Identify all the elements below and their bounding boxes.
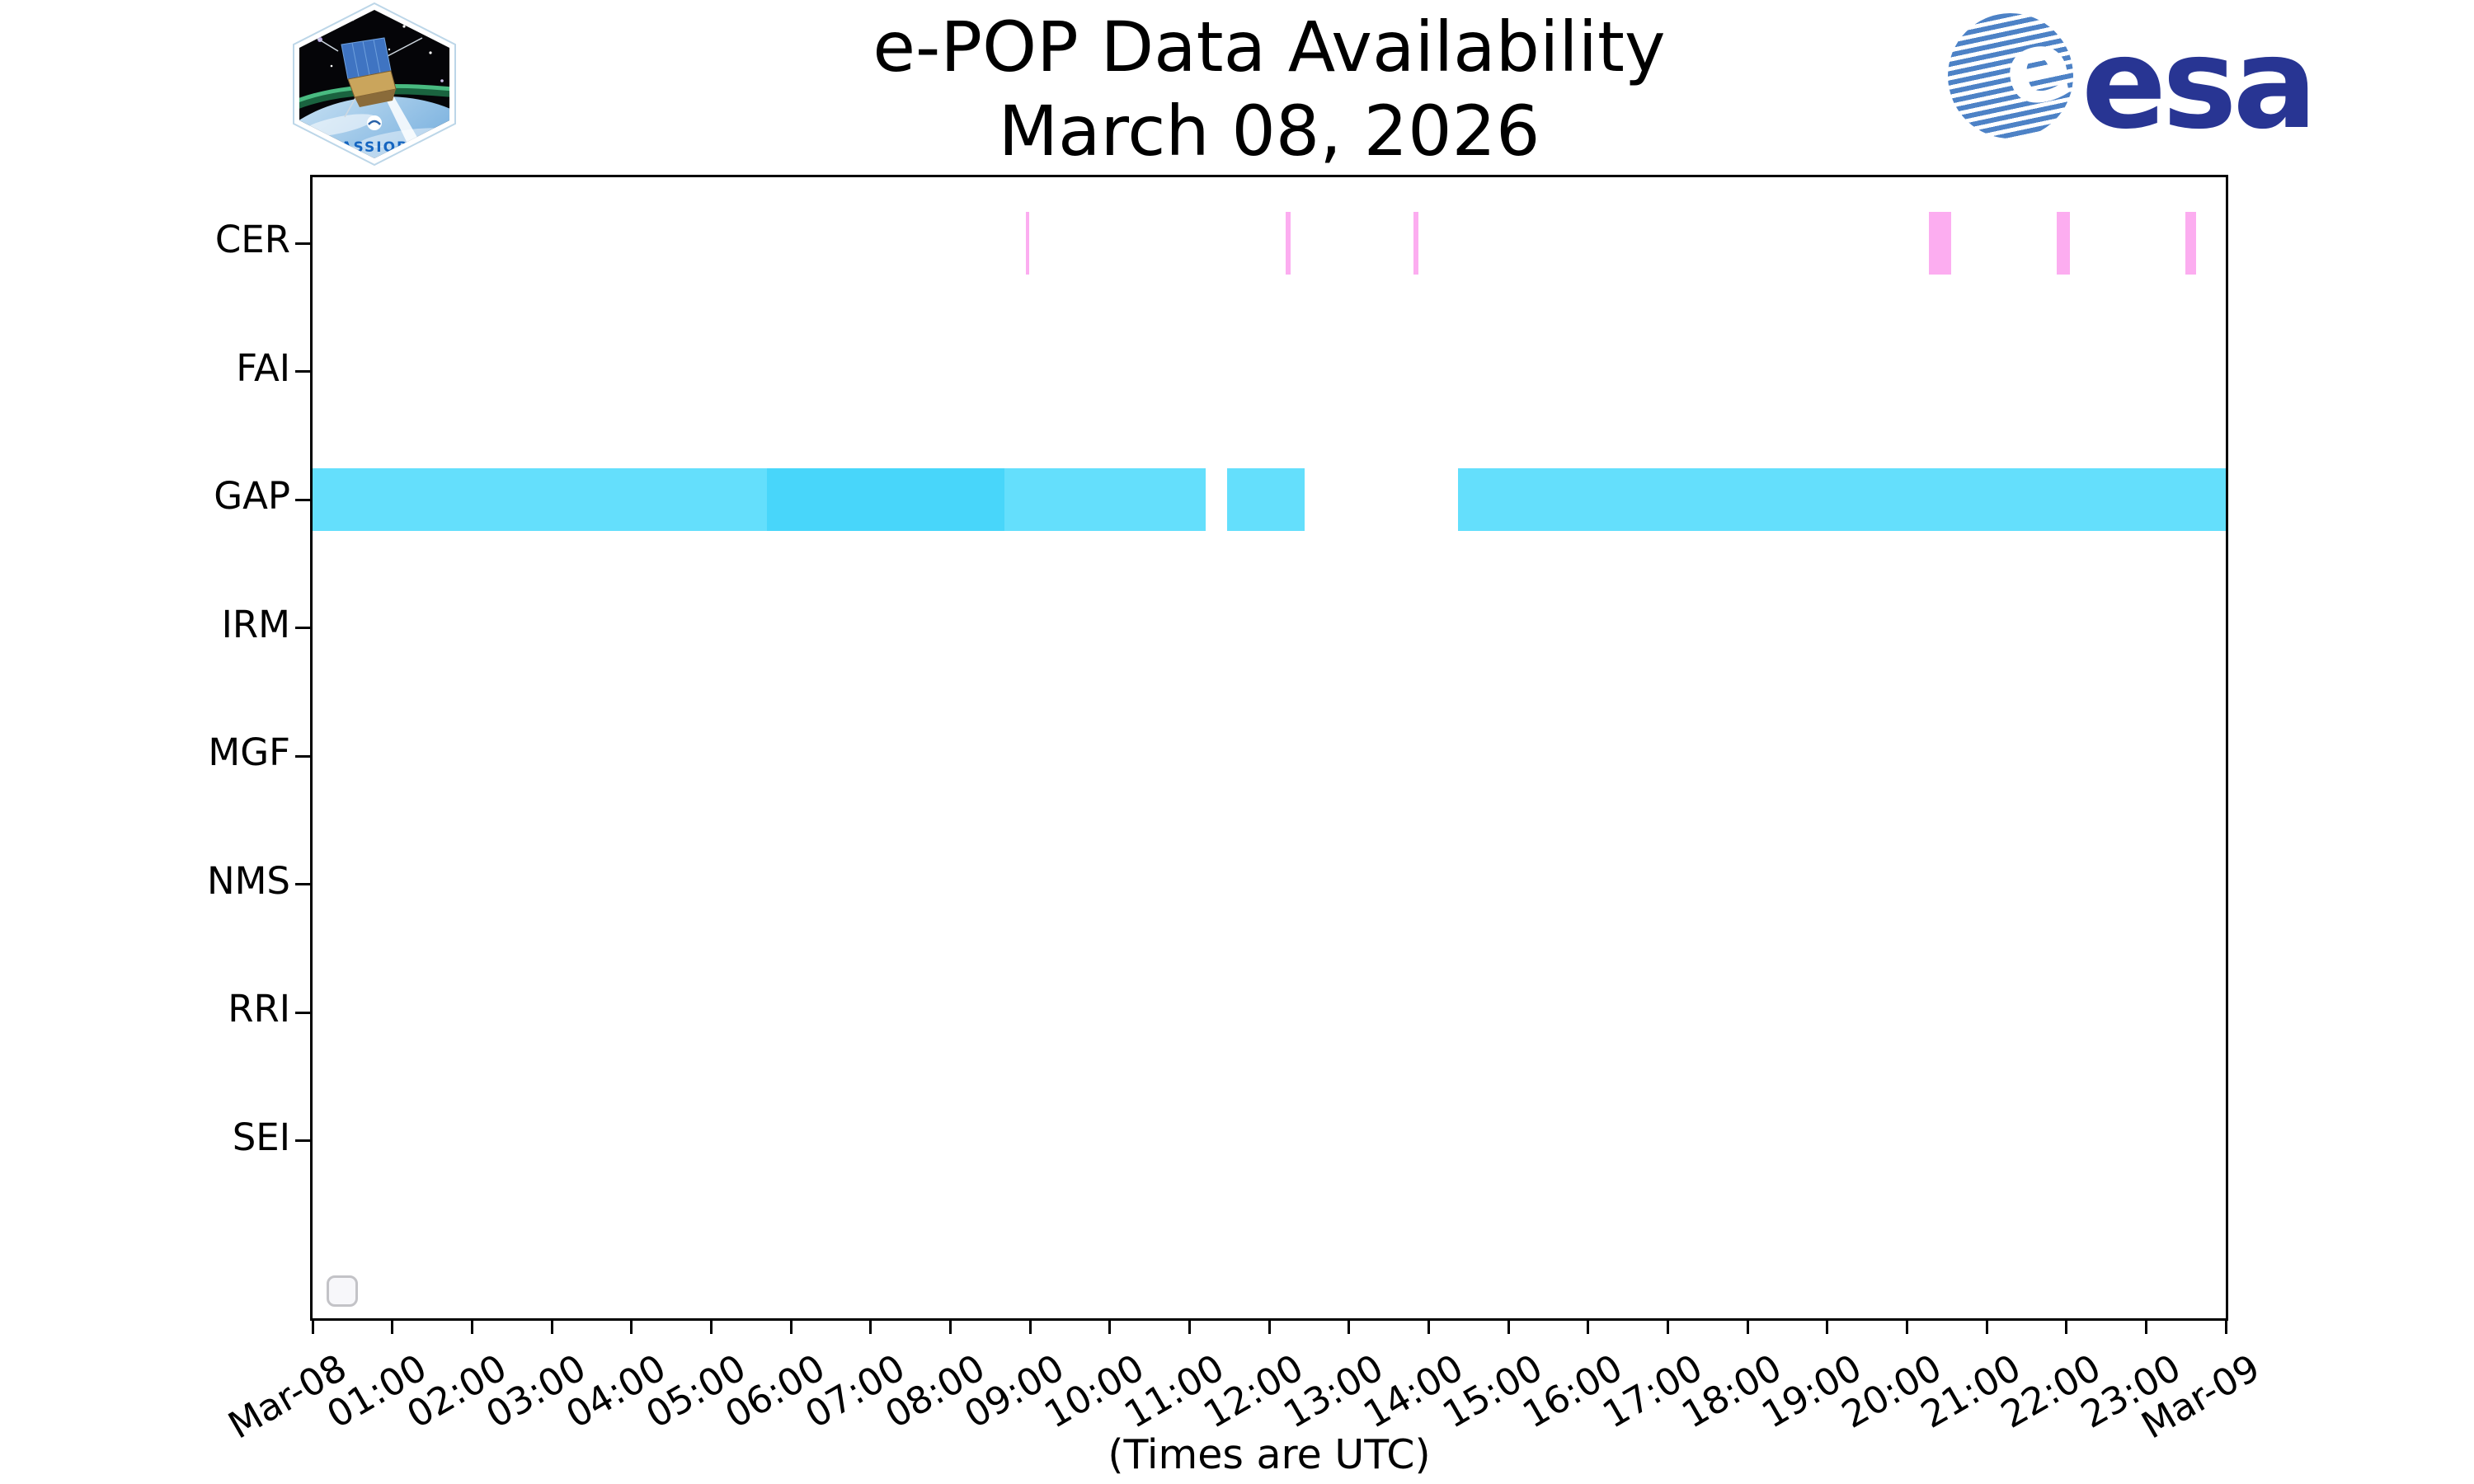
x-tick-1300 [1348,1321,1351,1334]
x-tick-2100 [1985,1321,1988,1334]
esa-globe-icon: e [1935,1,2086,151]
esa-wordmark: esa [2081,11,2317,157]
x-tick-0200 [470,1321,473,1334]
x-tick-1200 [1268,1321,1271,1334]
cer-availability-bar [1413,212,1418,275]
y-tick-gap [295,498,311,501]
gap-availability-bar [1004,468,1206,531]
x-tick-1500 [1507,1321,1510,1334]
cer-availability-bar [1026,212,1030,275]
y-label-gap: GAP [214,474,290,518]
x-tick-1700 [1666,1321,1669,1334]
x-tick-0800 [948,1321,952,1334]
y-tick-irm [295,627,311,629]
y-label-mgf: MGF [208,730,290,774]
patch-csa-logo [367,115,382,130]
x-tick-2200 [2065,1321,2068,1334]
gap-availability-bar [1458,468,2226,531]
esa-globe-letter: e [1993,5,2082,130]
x-tick-0900 [1028,1321,1032,1334]
y-tick-nms [295,883,311,885]
x-tick-2300 [2144,1321,2147,1334]
chart-date-subtitle: March 08, 2026 [998,91,1540,172]
y-tick-fai [295,370,311,373]
x-tick-1400 [1427,1321,1430,1334]
x-axis-caption: (Times are UTC) [1108,1431,1431,1478]
cer-availability-bar [1286,212,1291,275]
y-tick-sei [295,1139,311,1142]
x-tick-0300 [550,1321,553,1334]
y-label-nms: NMS [206,858,290,903]
x-tick-1000 [1108,1321,1112,1334]
y-tick-rri [295,1011,311,1014]
cer-availability-bar [2057,212,2071,275]
x-tick-mar-09 [2224,1321,2227,1334]
x-tick-0100 [391,1321,394,1334]
cassiope-mission-patch: CASSIOPE [293,2,456,167]
x-tick-1900 [1826,1321,1829,1334]
gap-availability-bar [767,468,1005,531]
x-tick-0500 [709,1321,713,1334]
empty-legend-box [327,1275,358,1307]
x-tick-1100 [1188,1321,1191,1334]
cer-availability-bar [1929,212,1952,275]
y-label-fai: FAI [236,345,290,390]
x-tick-0600 [789,1321,793,1334]
gap-availability-bar [313,468,767,531]
x-tick-2000 [1905,1321,1908,1334]
gap-availability-bar [1226,468,1305,531]
esa-logo: e esa [1935,1,2344,161]
y-label-rri: RRI [228,987,290,1031]
x-tick-mar-08 [311,1321,314,1334]
plot-area [313,177,2226,1318]
x-tick-0700 [869,1321,872,1334]
chart-title: e-POP Data Availability [872,7,1666,87]
y-tick-cer [295,242,311,245]
y-tick-mgf [295,754,311,758]
y-label-sei: SEI [232,1115,290,1159]
x-tick-1800 [1746,1321,1749,1334]
y-label-irm: IRM [221,602,290,646]
x-tick-1600 [1587,1321,1590,1334]
x-tick-0400 [630,1321,633,1334]
y-label-cer: CER [214,218,290,261]
chart-title-block: e-POP Data Availability March 08, 2026 [311,5,2227,174]
cer-availability-bar [2185,212,2197,275]
plot-frame [310,175,2228,1321]
